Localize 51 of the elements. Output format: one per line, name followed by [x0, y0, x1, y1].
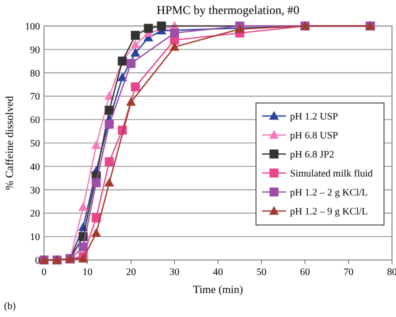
- chart-title: HPMC by thermogelation, #0: [156, 3, 300, 17]
- point: [104, 120, 114, 129]
- y-tick-label: 40: [30, 162, 40, 173]
- legend-label: pH 1.2 – 9 g KCl/L: [290, 206, 368, 218]
- x-tick-label: 10: [82, 267, 92, 278]
- point: [235, 24, 244, 33]
- point: [130, 40, 140, 48]
- point: [104, 178, 114, 186]
- y-tick-label: 20: [30, 208, 40, 220]
- x-tick-label: 50: [256, 267, 266, 278]
- point: [92, 228, 101, 237]
- point: [92, 178, 101, 188]
- x-tick-label: 20: [126, 267, 136, 278]
- point: [156, 22, 166, 30]
- y-tick-label: 10: [30, 232, 40, 244]
- legend-label: pH 6.8 JP2: [290, 150, 334, 160]
- point: [144, 24, 153, 33]
- point: [170, 42, 179, 51]
- point: [130, 48, 140, 57]
- point: [104, 157, 114, 166]
- point: [104, 106, 114, 115]
- text: (b): [4, 301, 16, 312]
- legend-label: pH 6.8 USP: [290, 130, 339, 142]
- y-tick-label: 60: [30, 115, 40, 126]
- y-tick-label: 80: [30, 68, 40, 80]
- x-tick-label: 60: [300, 267, 310, 278]
- point: [92, 213, 101, 222]
- point: [126, 58, 136, 68]
- x-tick-label: 30: [170, 267, 180, 278]
- point: [130, 30, 140, 40]
- x-axis-title: Time (min): [192, 284, 244, 296]
- y-tick-label: 50: [30, 138, 40, 150]
- point: [92, 140, 101, 150]
- legend-label: pH 1.2 – 2 g KCl/L: [290, 188, 368, 198]
- y-tick-label: 70: [30, 92, 40, 103]
- point: [104, 92, 114, 100]
- y-tick-label: 30: [30, 185, 40, 196]
- x-tick-label: 40: [213, 267, 223, 278]
- point: [170, 28, 179, 38]
- x-tick-label: 70: [344, 267, 354, 278]
- legend-label: pH 1.2 USP: [290, 112, 339, 122]
- point: [118, 72, 127, 82]
- y-tick-label: 0: [35, 256, 40, 266]
- y-axis-title: % Caffeine dissolved: [4, 96, 16, 190]
- y-tick-label: 90: [30, 44, 40, 56]
- point: [78, 242, 88, 252]
- point: [78, 202, 88, 211]
- legend-label: Simulated milk fluid: [290, 168, 373, 180]
- point: [126, 98, 136, 106]
- y-tick-label: 100: [25, 22, 40, 32]
- point: [130, 82, 140, 92]
